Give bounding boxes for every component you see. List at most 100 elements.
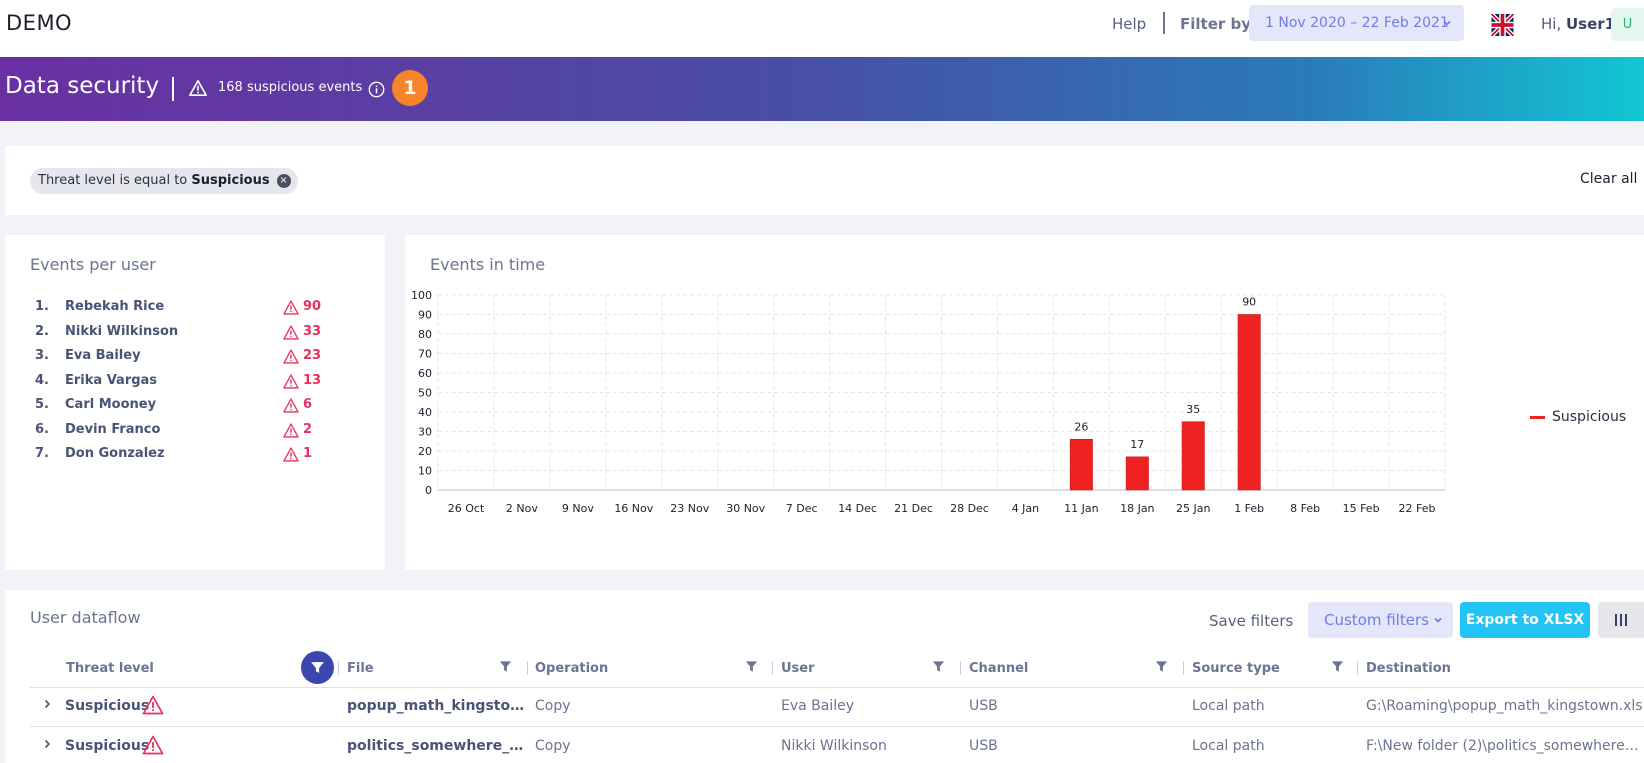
custom-filters-dropdown[interactable]: Custom filters <box>1308 602 1453 638</box>
warning-icon <box>142 735 164 755</box>
operation-cell: Copy <box>535 698 571 714</box>
help-link[interactable]: Help <box>1112 15 1147 33</box>
user-event-count: 2 <box>303 421 313 437</box>
brand-logo[interactable]: DEMO <box>6 11 73 35</box>
x-tick-label: 21 Dec <box>894 502 933 515</box>
chevron-right-icon[interactable] <box>42 739 52 749</box>
data-label: 35 <box>1186 403 1200 416</box>
channel-cell: USB <box>969 698 998 714</box>
user-list-item[interactable]: 2. Nikki Wilkinson 33 <box>35 324 325 344</box>
column-header-source-type[interactable]: Source type <box>1192 661 1280 676</box>
filter-by-label: Filter by: <box>1180 15 1258 33</box>
column-header-file[interactable]: File <box>347 661 374 676</box>
threat-level-cell: Suspicious <box>65 738 150 754</box>
user-name-link[interactable]: Devin Franco <box>65 421 161 437</box>
warning-icon <box>283 422 299 438</box>
y-tick-label: 80 <box>418 328 432 341</box>
x-tick-label: 4 Jan <box>1012 502 1039 515</box>
warning-icon <box>283 373 299 389</box>
table-row[interactable]: Suspicious popup_math_kingstown.xls Copy… <box>30 686 1644 726</box>
column-divider <box>1357 661 1358 675</box>
column-divider <box>1183 661 1184 675</box>
legend-label[interactable]: Suspicious <box>1552 409 1627 425</box>
chart-title: Events in time <box>430 255 546 274</box>
column-header-channel[interactable]: Channel <box>969 661 1029 676</box>
warning-icon <box>189 79 207 97</box>
user-cell: Eva Bailey <box>781 698 855 714</box>
filter-icon[interactable] <box>1331 660 1344 673</box>
info-icon[interactable] <box>368 81 385 98</box>
chevron-down-icon <box>1434 617 1442 623</box>
active-filter-button[interactable] <box>301 651 334 684</box>
user-name-link[interactable]: Erika Vargas <box>65 372 158 388</box>
columns-toggle-button[interactable] <box>1598 602 1644 638</box>
user-rank: 4. <box>35 372 49 388</box>
user-name-link[interactable]: Eva Bailey <box>65 348 141 363</box>
user-event-count: 90 <box>303 299 322 314</box>
filter-icon[interactable] <box>932 660 945 673</box>
user-list-item[interactable]: 6. Devin Franco 2 <box>35 422 325 442</box>
chart-bar[interactable] <box>1181 421 1205 491</box>
y-tick-label: 30 <box>418 426 432 439</box>
filter-icon[interactable] <box>745 660 758 673</box>
destination-cell: G:\Roaming\popup_math_kingstown.xls <box>1366 698 1643 714</box>
file-cell[interactable]: popup_math_kingstown.xls <box>347 698 527 714</box>
filter-chip[interactable]: Threat level is equal to Suspicious × <box>30 168 298 194</box>
y-tick-label: 90 <box>418 309 432 322</box>
user-name-link[interactable]: Rebekah Rice <box>65 299 165 314</box>
user-list-item[interactable]: 7. Don Gonzalez 1 <box>35 446 325 466</box>
avatar[interactable]: U <box>1611 8 1644 41</box>
x-tick-label: 14 Dec <box>838 502 877 515</box>
y-tick-label: 10 <box>418 465 432 478</box>
clear-all-button[interactable]: Clear all <box>1580 171 1638 187</box>
chart-bar[interactable] <box>1069 439 1093 491</box>
data-label: 17 <box>1130 438 1144 451</box>
user-list-item[interactable]: 5. Carl Mooney 6 <box>35 397 325 417</box>
user-name-link[interactable]: Carl Mooney <box>65 397 157 412</box>
table-row[interactable]: Suspicious politics_somewhere_portion.do… <box>30 726 1644 763</box>
custom-filters-label: Custom filters <box>1324 611 1429 629</box>
uk-flag-icon[interactable] <box>1491 14 1514 36</box>
chart-bar[interactable] <box>1237 314 1261 491</box>
user-rank: 7. <box>35 446 49 461</box>
x-tick-label: 2 Nov <box>506 502 538 515</box>
export-xlsx-button[interactable]: Export to XLSX <box>1460 602 1590 638</box>
user-rank: 2. <box>35 323 49 339</box>
user-event-count: 1 <box>303 446 313 461</box>
filter-icon[interactable] <box>499 660 512 673</box>
operation-cell: Copy <box>535 738 571 754</box>
user-event-count: 13 <box>303 372 322 388</box>
file-cell[interactable]: politics_somewhere_portion.doc <box>347 738 527 754</box>
x-tick-label: 16 Nov <box>614 502 653 515</box>
column-header-destination[interactable]: Destination <box>1366 661 1451 676</box>
user-greeting: Hi, User1 <box>1541 15 1615 33</box>
chevron-down-icon <box>1443 20 1451 26</box>
column-divider <box>772 661 773 675</box>
page-title: Data security <box>5 73 160 99</box>
x-tick-label: 11 Jan <box>1064 502 1098 515</box>
user-name-link[interactable]: Don Gonzalez <box>65 446 165 461</box>
date-range-dropdown[interactable]: 1 Nov 2020 – 22 Feb 2021 <box>1249 5 1464 41</box>
save-filters-button[interactable]: Save filters <box>1209 612 1294 630</box>
user-list-item[interactable]: 4. Erika Vargas 13 <box>35 373 325 393</box>
user-list-item[interactable]: 3. Eva Bailey 23 <box>35 348 325 368</box>
chevron-right-icon[interactable] <box>42 699 52 709</box>
legend-swatch <box>1530 416 1545 419</box>
user-name-link[interactable]: Nikki Wilkinson <box>65 323 179 339</box>
y-tick-label: 40 <box>418 406 432 419</box>
user-event-count: 33 <box>303 323 322 339</box>
column-header-user[interactable]: User <box>781 661 815 676</box>
column-header-operation[interactable]: Operation <box>535 661 609 676</box>
data-label: 90 <box>1242 296 1256 309</box>
user-list-item[interactable]: 1. Rebekah Rice 90 <box>35 299 325 319</box>
warning-icon <box>283 447 299 462</box>
x-tick-label: 7 Dec <box>786 502 818 515</box>
close-icon[interactable]: × <box>276 174 291 188</box>
user-cell: Nikki Wilkinson <box>781 738 887 754</box>
chart-bar[interactable] <box>1125 456 1149 491</box>
x-tick-label: 30 Nov <box>726 502 765 515</box>
top-bar: DEMO Help Filter by: 1 Nov 2020 – 22 Feb… <box>0 0 1644 57</box>
filter-icon[interactable] <box>1155 660 1168 673</box>
filter-chip-label: Threat level is equal to <box>38 173 188 188</box>
column-header-threat-level[interactable]: Threat level <box>66 661 154 676</box>
